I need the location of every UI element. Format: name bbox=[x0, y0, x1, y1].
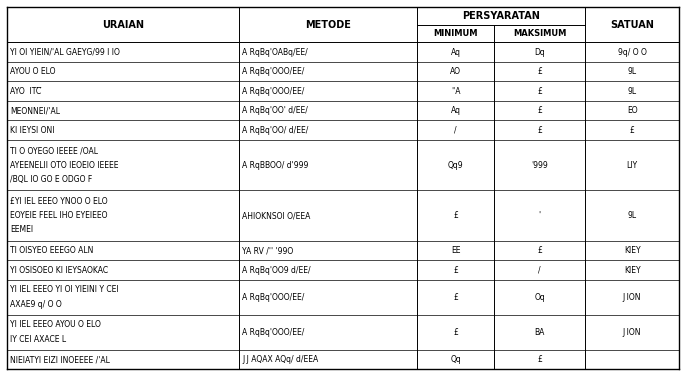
Text: YI OSISOEO KI IEYSAOKAC: YI OSISOEO KI IEYSAOKAC bbox=[10, 266, 108, 275]
Text: £: £ bbox=[537, 125, 542, 135]
Text: £: £ bbox=[453, 328, 458, 337]
Text: ''A: ''A bbox=[451, 87, 460, 95]
Text: /: / bbox=[539, 266, 541, 275]
Text: A RqBq'OOO/EE/: A RqBq'OOO/EE/ bbox=[242, 87, 305, 95]
Text: J ION: J ION bbox=[623, 293, 641, 302]
Text: Dq: Dq bbox=[534, 48, 545, 57]
Text: J ION: J ION bbox=[623, 328, 641, 337]
Text: MEONNEI/'AL: MEONNEI/'AL bbox=[10, 106, 60, 115]
Text: J J AQAX AQq/ d/EEA: J J AQAX AQq/ d/EEA bbox=[242, 355, 318, 364]
Text: PERSYARATAN: PERSYARATAN bbox=[462, 11, 540, 21]
Text: A RqBBOO/ d'999: A RqBBOO/ d'999 bbox=[242, 160, 309, 169]
Text: £YI IEL EEEO YNOO O ELO: £YI IEL EEEO YNOO O ELO bbox=[10, 197, 108, 206]
Text: AHIOKNSOI O/EEA: AHIOKNSOI O/EEA bbox=[242, 211, 311, 220]
Text: NIEIATYI EIZI INOEEEE /'AL: NIEIATYI EIZI INOEEEE /'AL bbox=[10, 355, 110, 364]
Text: TI O OYEGO IEEEE /OAL: TI O OYEGO IEEEE /OAL bbox=[10, 146, 98, 155]
Text: LIY: LIY bbox=[626, 160, 638, 169]
Text: Aq: Aq bbox=[451, 48, 460, 57]
Text: Qq: Qq bbox=[450, 355, 461, 364]
Text: AYO  ITC̅: AYO ITC̅ bbox=[10, 87, 41, 95]
Text: A RqBq'OO9 d/EE/: A RqBq'OO9 d/EE/ bbox=[242, 266, 311, 275]
Text: £: £ bbox=[537, 67, 542, 76]
Text: A RqBq'OO/ d/EE/: A RqBq'OO/ d/EE/ bbox=[242, 125, 309, 135]
Text: £: £ bbox=[453, 266, 458, 275]
Text: £: £ bbox=[537, 87, 542, 95]
Text: AYOU O ELO: AYOU O ELO bbox=[10, 67, 56, 76]
Text: 9q/ O O: 9q/ O O bbox=[617, 48, 646, 57]
Text: 9L: 9L bbox=[628, 67, 637, 76]
Text: YA RV /'' '99O: YA RV /'' '99O bbox=[242, 246, 294, 255]
Text: Oq: Oq bbox=[534, 293, 545, 302]
Text: KI IEYSI ONI: KI IEYSI ONI bbox=[10, 125, 55, 135]
Text: EOYEIE FEEL IHO EYEIEEO: EOYEIE FEEL IHO EYEIEEO bbox=[10, 211, 108, 220]
Text: AYEENELII OTO IEOEIO IEEEE: AYEENELII OTO IEOEIO IEEEE bbox=[10, 160, 119, 169]
Text: £: £ bbox=[537, 246, 542, 255]
Text: A RqBq'OOO/EE/: A RqBq'OOO/EE/ bbox=[242, 67, 305, 76]
Text: MINIMUM: MINIMUM bbox=[434, 29, 478, 38]
Text: KIEY: KIEY bbox=[624, 246, 641, 255]
Text: EE: EE bbox=[451, 246, 460, 255]
Text: MAKSIMUM: MAKSIMUM bbox=[513, 29, 567, 38]
Text: £: £ bbox=[453, 211, 458, 220]
Text: A RqBq'OABq/EE/: A RqBq'OABq/EE/ bbox=[242, 48, 308, 57]
Text: /: / bbox=[454, 125, 457, 135]
Text: A RqBq'OOO/EE/: A RqBq'OOO/EE/ bbox=[242, 328, 305, 337]
Text: £: £ bbox=[537, 106, 542, 115]
Text: EEMEI: EEMEI bbox=[10, 225, 34, 234]
Text: AXAE9 q/ O O: AXAE9 q/ O O bbox=[10, 300, 62, 309]
Text: £: £ bbox=[630, 125, 635, 135]
Text: £: £ bbox=[537, 355, 542, 364]
Text: 9L: 9L bbox=[628, 211, 637, 220]
Text: 9L: 9L bbox=[628, 87, 637, 95]
Text: A RqBq'OO' d/EE/: A RqBq'OO' d/EE/ bbox=[242, 106, 308, 115]
Text: '999: '999 bbox=[531, 160, 548, 169]
Text: A RqBq'OOO/EE/: A RqBq'OOO/EE/ bbox=[242, 293, 305, 302]
Text: YI IEL EEEO YI OI YIEINI Y CEI: YI IEL EEEO YI OI YIEINI Y CEI bbox=[10, 285, 119, 294]
Text: KIEY: KIEY bbox=[624, 266, 641, 275]
Text: SATUAN: SATUAN bbox=[610, 20, 654, 30]
Text: /BQL IO GO E ODGO F: /BQL IO GO E ODGO F bbox=[10, 175, 93, 184]
Text: TI OISYEO EEEGO ALN: TI OISYEO EEEGO ALN bbox=[10, 246, 94, 255]
Text: YI IEL EEEO AYOU O ELO: YI IEL EEEO AYOU O ELO bbox=[10, 320, 101, 329]
Text: AO: AO bbox=[450, 67, 461, 76]
Text: Qq9: Qq9 bbox=[448, 160, 464, 169]
Text: Aq: Aq bbox=[451, 106, 460, 115]
Text: BA: BA bbox=[534, 328, 545, 337]
Text: METODE: METODE bbox=[305, 20, 351, 30]
Text: IY CEI AXACE L: IY CEI AXACE L bbox=[10, 335, 67, 344]
Text: £: £ bbox=[453, 293, 458, 302]
Text: YI OI YIEIN/'AL GAEYG/99 I IO: YI OI YIEIN/'AL GAEYG/99 I IO bbox=[10, 48, 120, 57]
Text: EO: EO bbox=[627, 106, 637, 115]
Text: ': ' bbox=[539, 211, 541, 220]
Text: URAIAN: URAIAN bbox=[102, 20, 144, 30]
